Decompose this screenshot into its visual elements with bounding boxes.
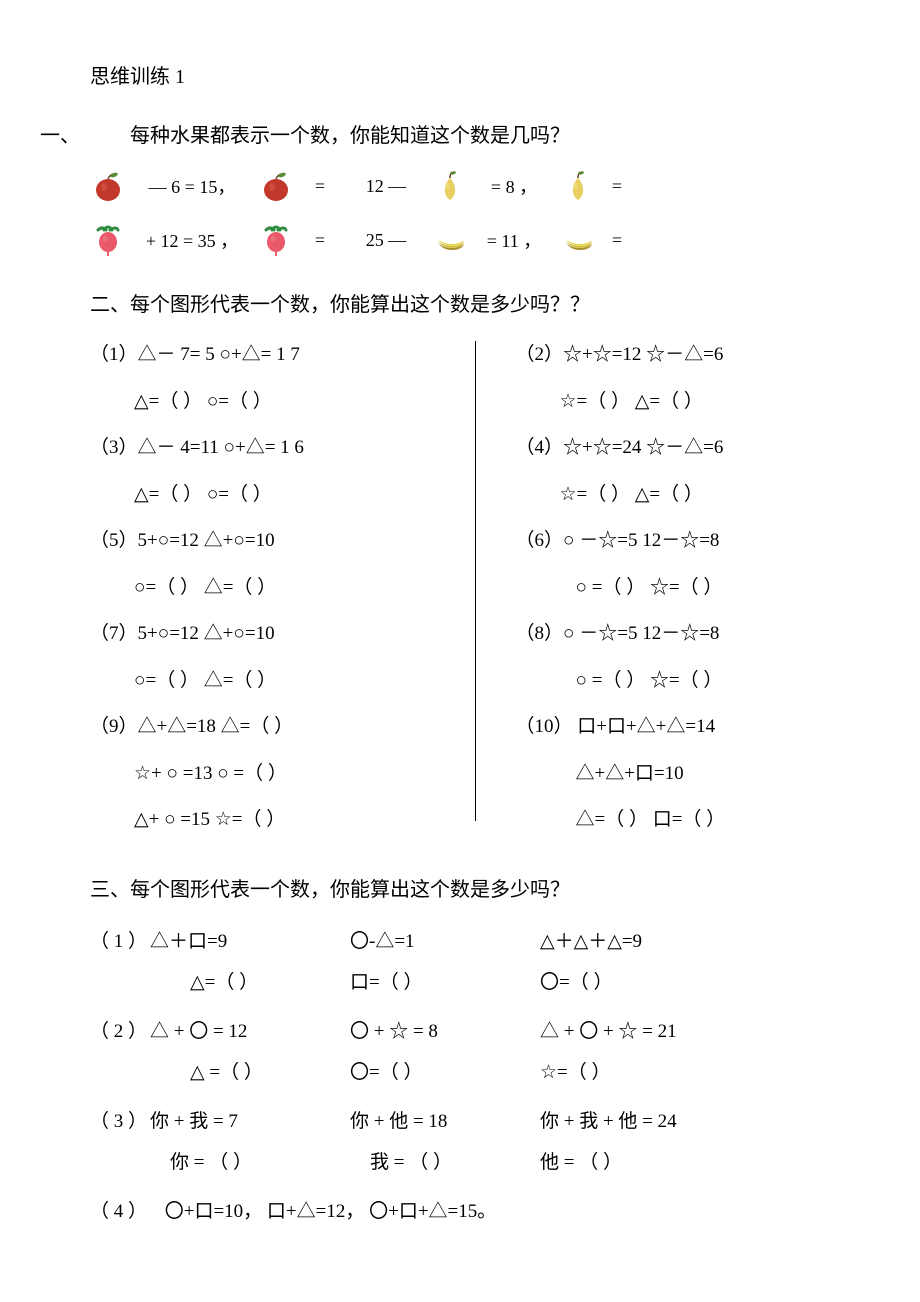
section-2-right: （2）☆+☆=12 ☆－△=6 ☆=（ ） △=（ ） （4）☆+☆=24 ☆－… <box>476 341 881 853</box>
fruit-row-1: — 6 = 15， = 12 — = 8 ， = <box>90 168 880 204</box>
s3-q3-c3: 你 + 我 + 他 = 24 <box>540 1106 790 1133</box>
s3-q3-c2: 你 + 他 = 18 <box>350 1106 540 1133</box>
eq-text: = <box>300 230 340 251</box>
banana-icon <box>432 222 468 258</box>
q9-line3: △+ ○ =15 ☆=（ ） <box>90 806 455 835</box>
q2-line1: （2）☆+☆=12 ☆－△=6 <box>516 341 881 370</box>
s3-q1: （ 1 ） △＋口=9 〇-△=1 △＋△＋△=9 <box>90 926 880 953</box>
q2-line2: ☆=（ ） △=（ ） <box>516 388 881 417</box>
s3-q2-c1: △ + 〇 = 12 <box>150 1016 350 1043</box>
q5-line1: （5）5+○=12 △+○=10 <box>90 527 455 556</box>
s3-q1-a3: 〇=（ ） <box>540 967 790 994</box>
eq-text: + 12 = 35 ， <box>132 227 252 253</box>
s3-q1-num: （ 1 ） <box>90 926 150 953</box>
q1-line1: （1）△－ 7= 5 ○+△= 1 7 <box>90 341 455 370</box>
s3-q4: （ 4 ） 〇+口=10， 口+△=12， 〇+口+△=15。 <box>90 1196 880 1223</box>
eq-text: = 8 ， <box>474 173 554 199</box>
s3-q3-a1: 你 = （ ） <box>170 1147 370 1174</box>
radish-icon <box>258 222 294 258</box>
s3-q2-c3: △ + 〇 + ☆ = 21 <box>540 1016 790 1043</box>
section-2-content: （1）△－ 7= 5 ○+△= 1 7 △=（ ） ○=（ ） （3）△－ 4=… <box>90 341 880 853</box>
s3-q2-a3: ☆=（ ） <box>540 1057 790 1084</box>
banana-icon <box>560 222 596 258</box>
fruit-row-2: + 12 = 35 ， = 25 — = 11 ， = <box>90 222 880 258</box>
q6-line1: （6）○ －☆=5 12－☆=8 <box>516 527 881 556</box>
apple-icon <box>258 168 294 204</box>
section-1-content: — 6 = 15， = 12 — = 8 ， = + 12 = 35 ， = <box>90 168 880 258</box>
s3-q2-a2: 〇=（ ） <box>350 1057 540 1084</box>
q10-line1: （10） 口+口+△+△=14 <box>516 713 881 742</box>
s3-q2-c2: 〇 + ☆ = 8 <box>350 1016 540 1043</box>
section-3-content: （ 1 ） △＋口=9 〇-△=1 △＋△＋△=9 △=（ ） 口=（ ） 〇=… <box>90 926 880 1223</box>
s3-q3-a3: 他 = （ ） <box>540 1147 790 1174</box>
section-3-heading: 三、每个图形代表一个数，你能算出这个数是多少吗？ <box>90 873 880 902</box>
s3-q3-c1: 你 + 我 = 7 <box>150 1106 350 1133</box>
section-1-num: 一、 <box>40 119 130 148</box>
eq-text: = <box>300 176 340 197</box>
apple-icon <box>90 168 126 204</box>
q10-line3: △=（ ） 口=（ ） <box>516 806 881 835</box>
s3-q2-num: （ 2 ） <box>90 1016 150 1043</box>
s3-q1-a2: 口=（ ） <box>350 967 540 994</box>
q7-line1: （7）5+○=12 △+○=10 <box>90 620 455 649</box>
s3-q2-ans: △ =（ ） 〇=（ ） ☆=（ ） <box>90 1057 880 1084</box>
eq-text: = <box>602 230 632 251</box>
s3-q4-text: 〇+口=10， 口+△=12， 〇+口+△=15。 <box>165 1201 497 1222</box>
section-2-heading: 二、每个图形代表一个数，你能算出这个数是多少吗？？ <box>90 288 880 317</box>
q1-line2: △=（ ） ○=（ ） <box>90 388 455 417</box>
s3-q4-num: （ 4 ） <box>90 1196 160 1223</box>
s3-q1-c3: △＋△＋△=9 <box>540 926 790 953</box>
s3-q2: （ 2 ） △ + 〇 = 12 〇 + ☆ = 8 △ + 〇 + ☆ = 2… <box>90 1016 880 1043</box>
s3-q3-a2: 我 = （ ） <box>370 1147 540 1174</box>
section-1-text: 每种水果都表示一个数，你能知道这个数是几吗？ <box>130 125 570 147</box>
s3-q2-a1: △ =（ ） <box>190 1057 350 1084</box>
pear-icon <box>560 168 596 204</box>
s3-q1-c1: △＋口=9 <box>150 926 350 953</box>
s3-q1-ans: △=（ ） 口=（ ） 〇=（ ） <box>90 967 880 994</box>
q10-line2: △+△+口=10 <box>516 760 881 789</box>
q7-line2: ○=（ ） △=（ ） <box>90 667 455 696</box>
q8-line1: （8）○ －☆=5 12－☆=8 <box>516 620 881 649</box>
q3-line1: （3）△－ 4=11 ○+△= 1 6 <box>90 434 455 463</box>
eq-text: 25 — <box>346 230 426 251</box>
q4-line2: ☆=（ ） △=（ ） <box>516 481 881 510</box>
s3-q3-num: （ 3 ） <box>90 1106 150 1133</box>
s3-q3: （ 3 ） 你 + 我 = 7 你 + 他 = 18 你 + 我 + 他 = 2… <box>90 1106 880 1133</box>
q5-line2: ○=（ ） △=（ ） <box>90 574 455 603</box>
pear-icon <box>432 168 468 204</box>
q6-line2: ○ =（ ） ☆=（ ） <box>516 574 881 603</box>
q3-line2: △=（ ） ○=（ ） <box>90 481 455 510</box>
s3-q3-ans: 你 = （ ） 我 = （ ） 他 = （ ） <box>90 1147 880 1174</box>
q8-line2: ○ =（ ） ☆=（ ） <box>516 667 881 696</box>
eq-text: — 6 = 15， <box>132 173 252 199</box>
q4-line1: （4）☆+☆=24 ☆－△=6 <box>516 434 881 463</box>
section-2-left: （1）△－ 7= 5 ○+△= 1 7 △=（ ） ○=（ ） （3）△－ 4=… <box>90 341 475 853</box>
s3-q1-a1: △=（ ） <box>190 967 350 994</box>
section-1-heading: 一、每种水果都表示一个数，你能知道这个数是几吗？ <box>40 119 880 148</box>
s3-q1-c2: 〇-△=1 <box>350 926 540 953</box>
q9-line1: （9）△+△=18 △=（ ） <box>90 713 455 742</box>
radish-icon <box>90 222 126 258</box>
eq-text: 12 — <box>346 176 426 197</box>
q9-line2: ☆+ ○ =13 ○ =（ ） <box>90 760 455 789</box>
page-title: 思维训练 1 <box>90 60 880 89</box>
eq-text: = 11 ， <box>474 227 554 253</box>
eq-text: = <box>602 176 632 197</box>
